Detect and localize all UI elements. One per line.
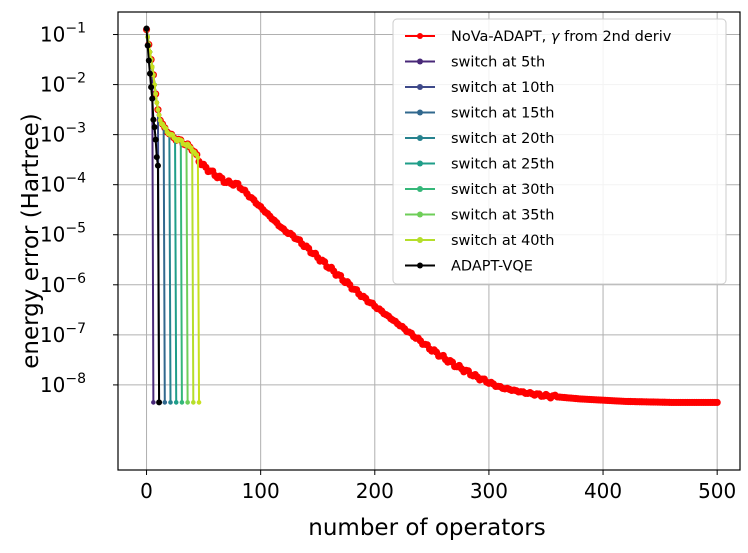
y-tick-label: 10−2 <box>40 71 86 97</box>
x-tick-label: 300 <box>470 479 508 503</box>
y-axis-label: energy error (Hartree) <box>18 113 44 369</box>
switch-series-point <box>163 126 169 131</box>
legend-swatch-marker <box>417 33 423 39</box>
y-tick-label: 10−4 <box>40 171 86 197</box>
switch-series-point <box>185 400 190 405</box>
switch-series-point <box>179 400 185 405</box>
y-tick-label: 10−3 <box>40 121 86 147</box>
x-tick-label: 200 <box>356 479 394 503</box>
x-tick-label: 400 <box>584 479 622 503</box>
nova-adapt-series <box>142 25 721 407</box>
adapt-vqe-series-point <box>152 136 159 143</box>
y-tick-label: 10−1 <box>40 21 86 47</box>
legend-label: switch at 35th <box>451 208 554 224</box>
adapt-vqe-series-point <box>153 154 160 161</box>
y-tick-label: 10−6 <box>40 271 86 297</box>
adapt-vqe-series-point <box>144 42 151 49</box>
adapt-vqe-series-point <box>154 162 161 169</box>
adapt-vqe-series-point <box>143 25 150 32</box>
switch-series-point <box>154 100 160 105</box>
legend-label: ADAPT-VQE <box>451 259 533 275</box>
switch-series-point <box>153 91 158 97</box>
switch-series-point <box>151 400 156 405</box>
legend-label: switch at 40th <box>451 233 554 249</box>
axis-ticks: 0 100 200 300 400 500 10−8 10−7 10−6 10−5 10−4 10−3… <box>40 21 736 503</box>
switch-series-point <box>196 400 202 405</box>
legend-label: switch at 30th <box>451 182 554 198</box>
switch-series-point <box>191 400 196 405</box>
legend-box <box>392 18 727 285</box>
y-tick-label: 10−5 <box>40 221 86 247</box>
y-tick-label: 10−7 <box>40 321 86 347</box>
y-tick-label: 10−8 <box>40 371 86 397</box>
legend-label: switch at 10th <box>451 80 554 96</box>
legend-label: switch at 5th <box>451 55 545 71</box>
legend-swatch-marker <box>417 109 423 116</box>
switch-series-point <box>168 400 173 405</box>
x-tick-label: 0 <box>140 479 153 503</box>
legend-label: switch at 20th <box>451 131 554 147</box>
adapt-vqe-series-point <box>148 84 155 91</box>
adapt-vqe-series-point <box>145 57 152 64</box>
legend-swatch-marker <box>417 160 423 167</box>
switch-series-point <box>173 400 179 405</box>
legend-swatch-marker <box>417 211 423 218</box>
x-tick-label: 500 <box>698 479 736 503</box>
x-tick-label: 100 <box>242 479 280 503</box>
adapt-vqe-series-point <box>151 124 158 131</box>
switch-series <box>144 27 179 405</box>
series-layer <box>142 25 721 407</box>
adapt-vqe-series-point <box>146 70 153 77</box>
adapt-vqe-series-point <box>156 399 163 406</box>
legend-label: NoVa-ADAPT, γ from 2nd deriv <box>451 29 672 45</box>
switch-series-point <box>195 155 201 161</box>
legend-swatch-marker <box>417 84 423 90</box>
switch-series-point <box>149 64 155 70</box>
legend-swatch-marker <box>417 237 423 243</box>
switch-series-point <box>156 112 162 118</box>
legend-label: switch at 15th <box>451 106 554 122</box>
legend-swatch-marker <box>417 135 423 141</box>
switch-series <box>144 27 202 405</box>
adapt-vqe-series-point <box>149 95 156 102</box>
plot-frame <box>117 11 741 471</box>
x-axis-label: number of operators <box>308 515 545 541</box>
switch-series-point <box>162 400 168 405</box>
legend-swatch-marker <box>417 262 423 269</box>
switch-series-point <box>155 107 161 113</box>
legend-swatch-marker <box>417 58 423 65</box>
nova-adapt-series-point <box>713 398 721 407</box>
legend: NoVa-ADAPT, γ from 2nd deriv switch at 5t… <box>392 18 727 285</box>
adapt-vqe-series-point <box>150 116 157 123</box>
legend-label: switch at 25th <box>451 157 554 173</box>
legend-swatch-marker <box>417 186 423 192</box>
adapt-vqe-series <box>143 25 163 406</box>
